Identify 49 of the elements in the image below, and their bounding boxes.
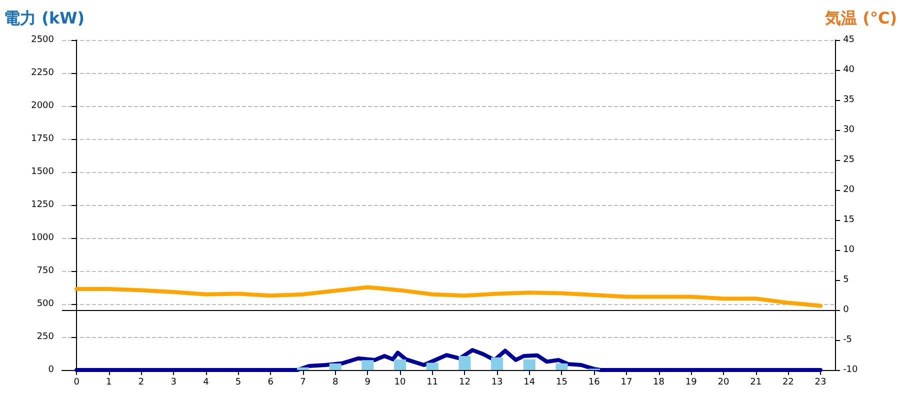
x-tick-label: 14 (524, 378, 536, 388)
y-tick-label: 250 (36, 332, 54, 342)
x-tick-label: 16 (588, 378, 600, 388)
x-tick-label: 23 (814, 378, 826, 388)
y-tick-label: 1500 (31, 167, 54, 177)
x-tick-label: 0 (74, 378, 80, 388)
y2-tick-label: 30 (843, 125, 855, 135)
x-tick-label: 9 (364, 378, 371, 388)
x-tick-label: 22 (782, 378, 794, 388)
x-tick-label: 1 (106, 378, 112, 388)
y-tick-label: 2000 (31, 101, 54, 111)
y2-tick-label: 0 (843, 305, 850, 315)
x-tick-label: 15 (556, 378, 568, 388)
y-tick-label: 1250 (31, 200, 54, 210)
x-tick-label: 19 (685, 378, 698, 388)
y-tick-label: 0 (48, 365, 54, 375)
y2-tick-label: 35 (843, 95, 855, 105)
x-tick-label: 18 (653, 378, 665, 388)
y2-tick-label: 45 (843, 35, 855, 45)
y-tick-label: 750 (36, 266, 54, 276)
x-tick-label: 6 (268, 378, 274, 388)
x-tick-label: 12 (458, 378, 470, 388)
x-tick-label: 21 (750, 378, 762, 388)
y2-tick-label: 20 (843, 185, 855, 195)
y-tick-label: 500 (36, 299, 54, 309)
y2-tick-label: 10 (843, 245, 855, 255)
x-tick-label: 11 (426, 378, 438, 388)
x-tick-label: 13 (491, 378, 503, 388)
x-tick-label: 2 (138, 378, 144, 388)
y2-tick-label: 25 (843, 155, 855, 165)
y2-tick-label: 40 (843, 65, 855, 75)
x-tick-label: 20 (718, 378, 730, 388)
x-tick-label: 5 (235, 378, 242, 388)
x-tick-label: 8 (332, 378, 338, 388)
y-tick-label: 2250 (31, 68, 54, 78)
x-tick-label: 17 (620, 378, 632, 388)
y2-tick-label: 5 (843, 275, 849, 285)
y-axis-title: 電力 (kW) (4, 8, 85, 28)
y2-tick-label: -5 (843, 335, 852, 345)
x-tick-label: 7 (300, 378, 306, 388)
x-tick-label: 10 (394, 378, 406, 388)
y2-tick-label: -10 (843, 365, 858, 375)
y2-axis-title: 気温 (°C) (824, 8, 897, 28)
y-tick-label: 2500 (31, 35, 54, 45)
y-tick-label: 1000 (31, 233, 54, 243)
x-tick-label: 3 (170, 378, 176, 388)
y2-tick-label: 15 (843, 215, 855, 225)
y-tick-label: 1750 (31, 134, 54, 144)
x-tick-label: 4 (203, 378, 210, 388)
